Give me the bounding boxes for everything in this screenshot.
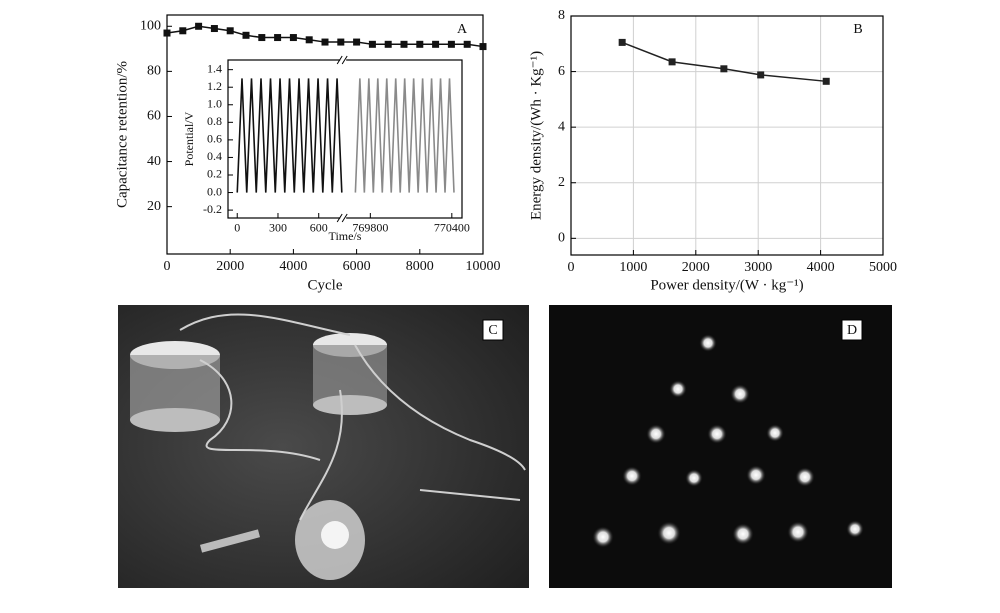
data-point xyxy=(163,29,171,37)
x-tick-label: 8000 xyxy=(406,259,434,274)
data-point xyxy=(226,27,234,35)
x-tick-label: 770400 xyxy=(434,221,470,235)
label-box xyxy=(841,319,863,341)
x-axis-label: Time/s xyxy=(329,229,362,243)
x-tick-label: 6000 xyxy=(343,259,371,274)
y-tick-label: 4 xyxy=(558,119,565,134)
x-tick-label: 1000 xyxy=(619,260,647,275)
data-point xyxy=(258,34,266,42)
x-axis-label: Power density/(W · kg⁻¹) xyxy=(650,277,803,293)
y-tick-label: -0.2 xyxy=(203,202,222,216)
x-tick-label: 769800 xyxy=(352,221,388,235)
y-tick-label: 2 xyxy=(558,175,565,190)
data-point xyxy=(479,43,487,51)
photo-d xyxy=(549,305,892,588)
y-axis-label: Capacitance retention/% xyxy=(114,61,130,208)
y-tick-label: 8 xyxy=(558,8,565,23)
y-axis-label: Energy density/(Wh · Kg⁻¹) xyxy=(528,51,544,220)
axis-break xyxy=(341,55,348,65)
axis-break-gap xyxy=(340,56,347,64)
data-point xyxy=(668,58,676,66)
y-tick-label: 0.8 xyxy=(207,114,222,128)
y-tick-label: 0.6 xyxy=(207,132,222,146)
y-tick-label: 80 xyxy=(147,64,161,79)
photo-c xyxy=(118,305,529,588)
axis-break xyxy=(341,213,348,223)
axis-break-gap xyxy=(340,214,347,222)
x-tick-label: 5000 xyxy=(869,260,897,275)
label-box xyxy=(482,319,504,341)
data-point xyxy=(416,40,424,48)
panel-label: A xyxy=(457,22,468,37)
data-point xyxy=(822,77,830,85)
y-tick-label: 1.2 xyxy=(207,79,222,93)
data-point xyxy=(400,40,408,48)
plot-frame xyxy=(570,15,884,256)
data-point xyxy=(195,22,203,30)
x-tick-label: 10000 xyxy=(466,259,501,274)
data-point xyxy=(274,34,282,42)
data-line xyxy=(236,78,343,193)
y-tick-label: 100 xyxy=(140,18,161,33)
data-point xyxy=(289,34,297,42)
x-tick-label: 300 xyxy=(269,221,287,235)
data-point xyxy=(337,38,345,46)
x-tick-label: 2000 xyxy=(682,260,710,275)
data-point xyxy=(384,40,392,48)
y-tick-label: 0.2 xyxy=(207,167,222,181)
x-tick-label: 3000 xyxy=(744,260,772,275)
axis-break xyxy=(336,213,343,223)
data-point xyxy=(757,71,765,79)
panel-label: C xyxy=(488,323,497,338)
data-point xyxy=(463,40,471,48)
data-point xyxy=(210,25,218,33)
panel-label: B xyxy=(853,22,862,37)
data-point xyxy=(179,27,187,35)
plot-frame xyxy=(166,14,484,255)
y-axis-label: Potential/V xyxy=(182,111,196,166)
data-point xyxy=(432,40,440,48)
data-point xyxy=(305,36,313,44)
x-tick-label: 0 xyxy=(234,221,240,235)
x-tick-label: 0 xyxy=(568,260,575,275)
y-tick-label: 0.0 xyxy=(207,184,222,198)
y-tick-label: 20 xyxy=(147,199,161,214)
plot-area xyxy=(571,16,883,255)
x-tick-label: 0 xyxy=(164,259,171,274)
y-tick-label: 1.4 xyxy=(207,61,222,75)
y-tick-label: 0 xyxy=(558,231,565,246)
data-point xyxy=(242,31,250,39)
data-point xyxy=(447,40,455,48)
y-tick-label: 1.0 xyxy=(207,97,222,111)
x-tick-label: 600 xyxy=(310,221,328,235)
data-point xyxy=(353,38,361,46)
data-line xyxy=(354,78,455,193)
x-axis-label: Cycle xyxy=(308,277,343,293)
data-point xyxy=(321,38,329,46)
x-tick-label: 4000 xyxy=(279,259,307,274)
y-tick-label: 40 xyxy=(147,154,161,169)
y-tick-label: 60 xyxy=(147,109,161,124)
data-point xyxy=(618,38,626,46)
x-tick-label: 4000 xyxy=(807,260,835,275)
data-point xyxy=(720,65,728,73)
x-tick-label: 2000 xyxy=(216,259,244,274)
y-tick-label: 0.4 xyxy=(207,149,222,163)
data-point xyxy=(368,40,376,48)
y-tick-label: 6 xyxy=(558,64,565,79)
panel-label: D xyxy=(847,323,857,338)
axis-break xyxy=(336,55,343,65)
